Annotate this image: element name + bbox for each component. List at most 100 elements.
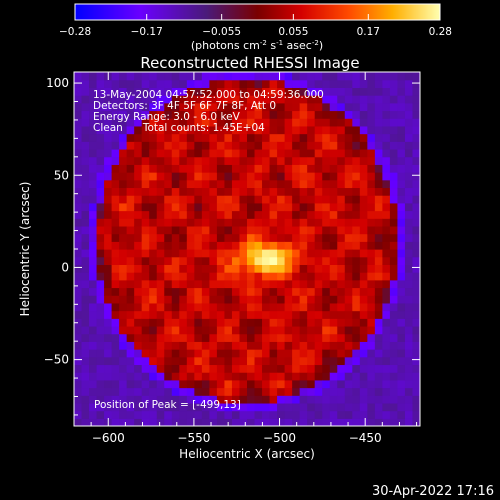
heatmap-cell: [224, 372, 233, 381]
unit-part-2: s: [267, 39, 276, 52]
heatmap-cell: [254, 187, 263, 196]
heatmap-cell: [186, 272, 195, 281]
heatmap-cell: [277, 264, 286, 273]
heatmap-cell: [269, 272, 278, 281]
heatmap-cell: [247, 141, 256, 150]
heatmap-cell: [412, 387, 420, 396]
heatmap-cell: [81, 325, 90, 335]
heatmap-cell: [89, 210, 98, 219]
heatmap-cell: [209, 395, 218, 404]
heatmap-cell: [194, 395, 203, 404]
heatmap-cell: [404, 187, 414, 196]
heatmap-cell: [224, 164, 233, 173]
heatmap-cell: [314, 118, 323, 127]
heatmap-cell: [141, 72, 150, 81]
heatmap-cell: [254, 95, 263, 104]
heatmap-cell: [171, 87, 180, 96]
heatmap-cell: [412, 233, 420, 242]
heatmap-cell: [262, 141, 271, 150]
heatmap-cell: [171, 395, 180, 404]
heatmap-cell: [156, 333, 165, 342]
heatmap-cell: [352, 195, 361, 204]
heatmap-cell: [74, 225, 83, 235]
heatmap-cell: [171, 102, 180, 112]
heatmap-cell: [179, 110, 188, 119]
heatmap-cell: [179, 333, 188, 342]
heatmap-cell: [337, 310, 346, 319]
heatmap-cell: [179, 279, 188, 289]
heatmap-cell: [74, 256, 83, 265]
heatmap-cell: [171, 179, 180, 189]
heatmap-cell: [269, 141, 278, 150]
heatmap-cell: [134, 210, 143, 219]
heatmap-cell: [329, 372, 338, 381]
heatmap-cell: [156, 110, 165, 119]
heatmap-cell: [156, 341, 165, 350]
heatmap-cell: [171, 72, 180, 81]
heatmap-cell: [374, 148, 383, 158]
heatmap-cell: [224, 318, 233, 327]
heatmap-cell: [404, 302, 414, 312]
heatmap-cell: [247, 395, 256, 404]
heatmap-cell: [126, 249, 135, 258]
heatmap-cell: [269, 349, 278, 358]
heatmap-cell: [141, 225, 150, 235]
heatmap-cell: [299, 179, 308, 189]
heatmap-cell: [329, 148, 338, 158]
heatmap-cell: [269, 241, 278, 250]
heatmap-cell: [164, 349, 173, 358]
heatmap-cell: [231, 325, 241, 335]
heatmap-cell: [81, 364, 90, 373]
heatmap-cell: [81, 179, 90, 189]
heatmap-cell: [194, 402, 203, 412]
heatmap-cell: [201, 256, 210, 265]
heatmap-cell: [352, 256, 361, 265]
heatmap-cell: [389, 341, 399, 350]
heatmap-cell: [344, 87, 353, 96]
heatmap-cell: [81, 395, 90, 404]
heatmap-cell: [171, 187, 180, 196]
heatmap-cell: [216, 225, 226, 235]
heatmap-cell: [104, 202, 113, 212]
heatmap-cell: [216, 287, 226, 296]
heatmap-cell: [134, 133, 143, 142]
heatmap-cell: [322, 264, 331, 273]
heatmap-cell: [359, 164, 368, 173]
heatmap-cell: [171, 95, 180, 104]
heatmap-cell: [404, 133, 414, 142]
heatmap-cell: [277, 387, 286, 396]
heatmap-cell: [374, 156, 383, 165]
heatmap-cell: [119, 264, 128, 273]
heatmap-cell: [412, 133, 420, 142]
heatmap-cell: [262, 356, 271, 366]
heatmap-cell: [104, 279, 113, 289]
heatmap-cell: [404, 202, 414, 212]
heatmap-cell: [104, 87, 113, 96]
heatmap-cell: [74, 279, 83, 289]
heatmap-cell: [337, 210, 346, 219]
heatmap-cell: [299, 210, 308, 219]
heatmap-cell: [352, 148, 361, 158]
heatmap-cell: [329, 279, 338, 289]
heatmap-cell: [404, 110, 414, 119]
heatmap-cell: [344, 72, 353, 81]
heatmap-cell: [344, 387, 353, 396]
heatmap-cell: [194, 256, 203, 265]
heatmap-cell: [277, 395, 286, 404]
heatmap-cell: [171, 210, 180, 219]
heatmap-cell: [141, 148, 150, 158]
heatmap-cell: [397, 164, 406, 173]
heatmap-cell: [171, 349, 180, 358]
heatmap-cell: [156, 402, 165, 412]
heatmap-cell: [186, 141, 195, 150]
heatmap-cell: [164, 225, 173, 235]
heatmap-cell: [307, 179, 316, 189]
heatmap-cell: [119, 210, 128, 219]
heatmap-cell: [292, 233, 301, 242]
heatmap-cell: [89, 72, 98, 81]
heatmap-cell: [382, 133, 391, 142]
heatmap-cell: [164, 202, 173, 212]
heatmap-cell: [247, 272, 256, 281]
heatmap-cell: [96, 364, 105, 373]
heatmap-cell: [254, 379, 263, 389]
